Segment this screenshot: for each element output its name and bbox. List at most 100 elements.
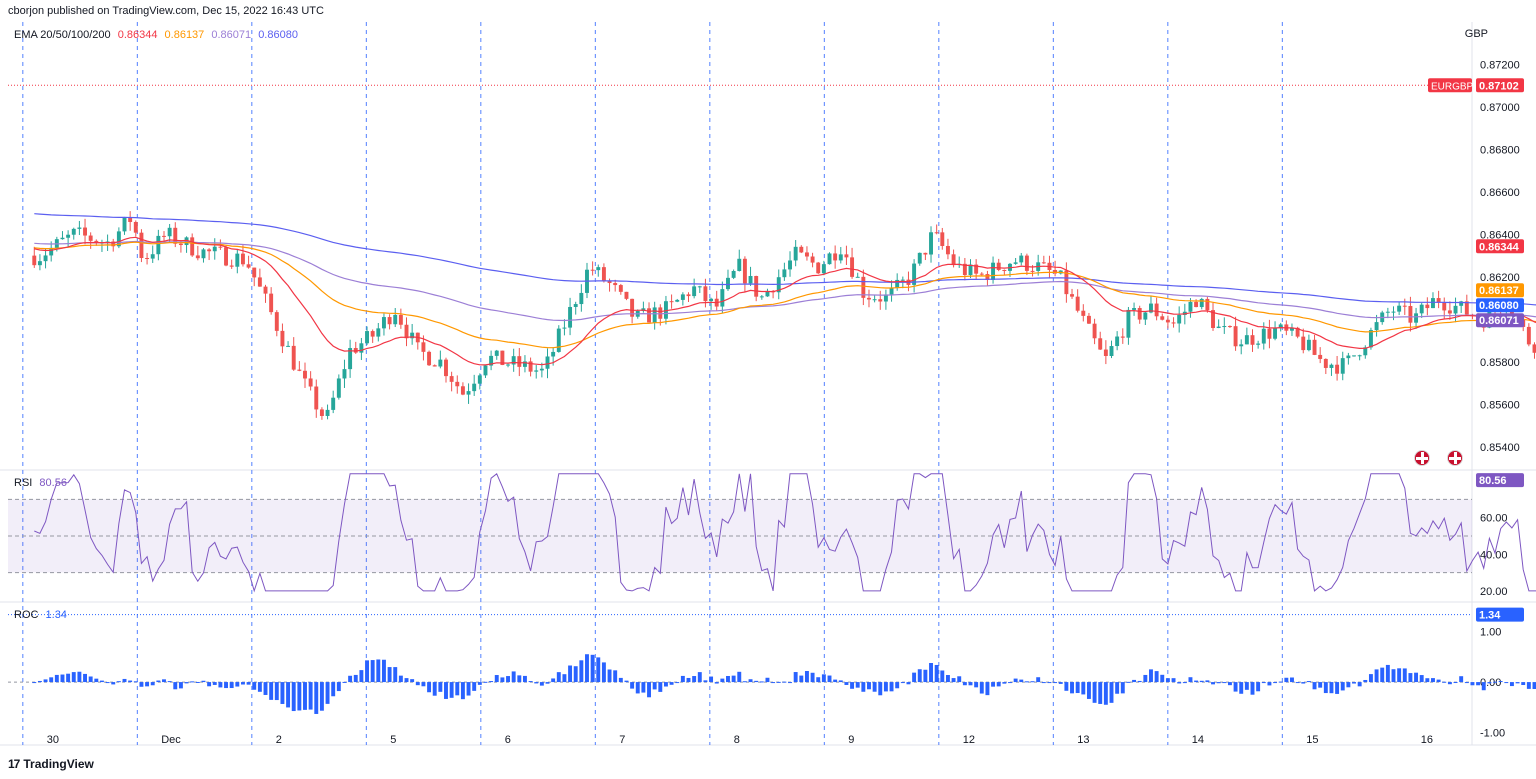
candle-body (444, 359, 448, 377)
candle-body (680, 294, 685, 300)
roc-bar (579, 660, 584, 683)
roc-bar (1526, 682, 1531, 689)
candle-body (697, 286, 702, 288)
tradingview-logo[interactable]: 17 TradingView (8, 757, 94, 771)
roc-bar (1205, 680, 1210, 683)
price-tick-label: 0.85400 (1480, 442, 1520, 454)
ema20-line (34, 236, 1536, 366)
candle-body (1013, 262, 1018, 264)
candle-body (951, 254, 956, 266)
candle-body (246, 264, 251, 268)
candle-body (1177, 314, 1182, 324)
candle-body (1464, 301, 1469, 315)
roc-bar (1244, 682, 1249, 690)
ema100-tag-bg (1476, 313, 1524, 328)
candle-body (178, 243, 183, 246)
candle-body (1188, 301, 1193, 312)
candle-body (1244, 335, 1249, 345)
roc-tick-label: 1.00 (1480, 627, 1501, 639)
candle-body (500, 350, 505, 366)
roc-bar (32, 682, 37, 684)
roc-bar (353, 674, 358, 683)
roc-bar (460, 682, 465, 700)
x-tick-label: 9 (848, 734, 854, 746)
roc-bar (1301, 682, 1306, 684)
roc-bar (190, 681, 195, 683)
roc-bar (280, 682, 285, 704)
candle-body (1526, 326, 1531, 345)
candle-body (393, 314, 398, 325)
roc-bar (714, 682, 719, 684)
roc-bar (720, 678, 725, 683)
candle-body (1261, 328, 1266, 344)
gbp-flag-icon[interactable] (1414, 450, 1430, 466)
candle-body (139, 232, 144, 259)
roc-bar (709, 676, 714, 683)
candle-body (1205, 298, 1210, 311)
roc-bar (381, 659, 386, 683)
candle-body (1086, 315, 1091, 324)
candle-body (1278, 324, 1283, 329)
candle-body (929, 232, 933, 255)
roc-bar (782, 681, 787, 683)
ema100-legend-value: 0.86071 (211, 29, 252, 41)
candle-body (827, 253, 832, 265)
roc-bar (855, 682, 860, 688)
rsi-legend[interactable]: RSI 80.56 (14, 477, 67, 489)
roc-tick-label: -1.00 (1480, 727, 1505, 739)
roc-bar (1227, 682, 1232, 686)
candle-body (979, 273, 984, 275)
candle-body (1041, 262, 1046, 264)
roc-bar (726, 675, 730, 683)
roc-bar (1521, 682, 1526, 686)
candle-body (1024, 255, 1029, 271)
roc-bar (218, 682, 223, 688)
candle-body (489, 355, 494, 366)
roc-bar (1532, 682, 1536, 689)
candle-body (162, 235, 166, 237)
roc-bar (150, 682, 155, 686)
roc-bar (235, 682, 240, 687)
candle-body (291, 345, 296, 370)
candle-body (1385, 311, 1390, 313)
candle-body (286, 345, 291, 347)
ema-legend[interactable]: EMA 20/50/100/200 0.86344 0.86137 0.8607… (14, 29, 302, 41)
roc-bar (968, 682, 973, 686)
candle-body (1346, 355, 1351, 359)
candle-body (1397, 305, 1402, 312)
candle-body (596, 267, 601, 271)
candle-body (477, 375, 482, 384)
roc-bar (1160, 674, 1165, 683)
roc-bar (1098, 682, 1103, 704)
candle-body (1402, 305, 1407, 307)
candle-body (945, 245, 950, 255)
roc-bar (331, 682, 336, 697)
eur-gbp-flag-icon[interactable] (1447, 450, 1463, 466)
roc-bar (731, 675, 736, 683)
roc-bar (1504, 682, 1509, 684)
candle-body (353, 348, 358, 353)
roc-bar (1425, 678, 1430, 683)
roc-bar (957, 676, 962, 683)
roc-bar (1402, 668, 1407, 683)
candle-body (359, 343, 364, 353)
roc-bar (1493, 681, 1497, 683)
candle-body (370, 331, 375, 337)
roc-legend[interactable]: ROC 1.34 (14, 609, 67, 621)
candle-body (962, 263, 967, 276)
roc-value-tag: 1.34 (1479, 610, 1501, 622)
candle-body (658, 307, 663, 319)
candle-body (618, 285, 623, 292)
roc-bar (889, 682, 894, 692)
roc-bar (387, 667, 392, 683)
candle-body (410, 332, 415, 339)
roc-bar (1047, 682, 1052, 684)
roc-bar (308, 682, 313, 710)
candle-body (810, 256, 815, 263)
candle-body (1132, 308, 1137, 310)
candle-body (912, 263, 917, 285)
candle-body (1053, 270, 1058, 274)
roc-bar (641, 682, 646, 693)
symbol-tag-bg (1428, 78, 1472, 93)
